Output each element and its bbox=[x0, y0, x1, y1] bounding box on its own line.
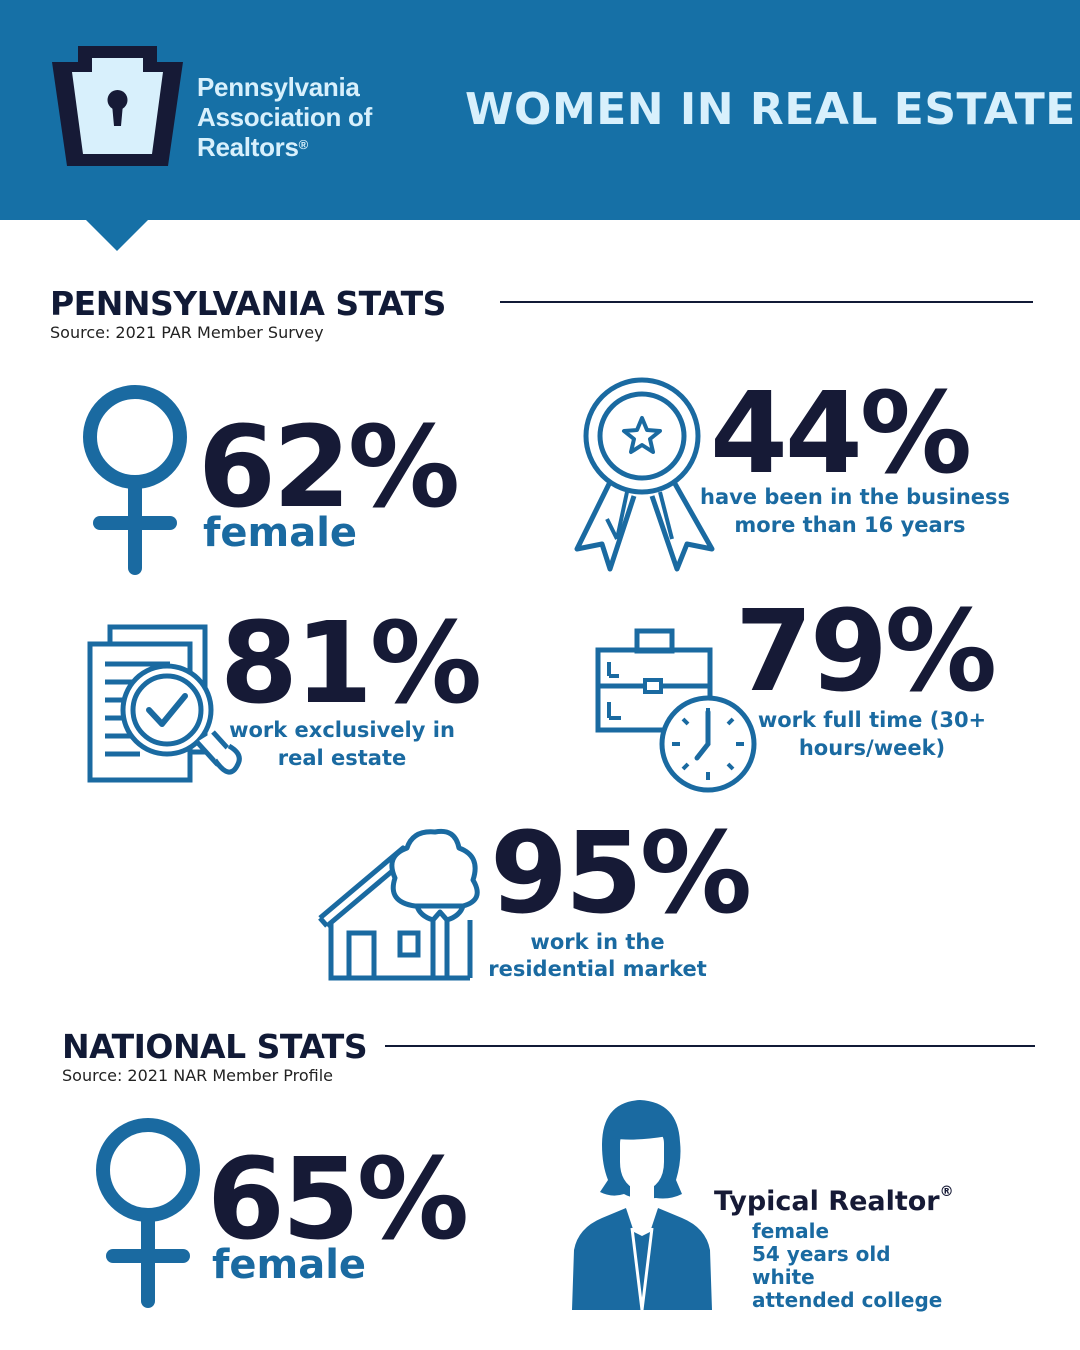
header-banner bbox=[0, 0, 1080, 220]
stat-81-caption-line-1: work exclusively in bbox=[229, 718, 455, 742]
stat-62-value: 62% bbox=[198, 403, 460, 533]
woman-avatar-icon bbox=[572, 1100, 712, 1311]
national-section-rule bbox=[385, 1045, 1035, 1047]
typical-detail-1: female bbox=[752, 1219, 830, 1243]
header-pointer bbox=[85, 219, 149, 251]
stat-44-caption-line-1: have been in the business bbox=[700, 485, 1011, 509]
typical-realtor-label: Typical Realtor bbox=[714, 1186, 940, 1217]
typical-detail-2: 54 years old bbox=[752, 1242, 891, 1266]
briefcase-clock-icon bbox=[595, 628, 757, 793]
document-search-icon bbox=[87, 624, 242, 783]
stat-44-caption-line-2: more than 16 years bbox=[734, 513, 966, 537]
pa-section-source: Source: 2021 PAR Member Survey bbox=[50, 323, 324, 342]
national-section-source: Source: 2021 NAR Member Profile bbox=[62, 1066, 333, 1085]
logo-wordmark: Pennsylvania Association of Realtors® bbox=[197, 72, 372, 162]
logo-line-1: Pennsylvania bbox=[197, 72, 360, 102]
stat-44-caption: have been in the business more than 16 y… bbox=[700, 483, 1011, 539]
stat-79-caption: work full time (30+ hours/week) bbox=[752, 706, 992, 762]
stat-95-caption-line-1: work in the bbox=[530, 930, 665, 954]
national-section-title: NATIONAL STATS bbox=[62, 1027, 368, 1066]
logo-line-2: Association of bbox=[197, 102, 372, 132]
typical-realtor-details: female 54 years old white attended colle… bbox=[752, 1220, 942, 1312]
female-symbol-icon bbox=[83, 385, 187, 575]
pa-section-title: PENNSYLVANIA STATS bbox=[50, 284, 446, 323]
award-ribbon-icon bbox=[574, 377, 715, 572]
pa-section-rule bbox=[500, 301, 1033, 303]
stat-65-caption: female bbox=[212, 1242, 367, 1288]
typical-detail-4: attended college bbox=[752, 1288, 943, 1312]
typical-detail-3: white bbox=[752, 1265, 815, 1289]
typical-realtor-registered-mark: ® bbox=[939, 1184, 954, 1200]
stat-95-value: 95% bbox=[490, 809, 752, 939]
house-tree-icon bbox=[318, 828, 480, 981]
female-symbol-icon bbox=[96, 1118, 200, 1308]
stat-79-caption-line-2: hours/week) bbox=[798, 736, 946, 760]
stat-65-value: 65% bbox=[207, 1135, 469, 1265]
stat-62-caption: female bbox=[203, 510, 358, 556]
stat-79-value: 79% bbox=[735, 587, 997, 717]
keystone-logo-icon bbox=[52, 46, 183, 166]
stat-79-caption-line-1: work full time (30+ bbox=[757, 708, 987, 732]
stat-95-caption: work in the residential market bbox=[470, 929, 725, 983]
typical-realtor-title: Typical Realtor® bbox=[714, 1184, 954, 1217]
stat-44-value: 44% bbox=[710, 369, 972, 499]
stat-81-caption: work exclusively in real estate bbox=[222, 716, 462, 772]
stat-81-value: 81% bbox=[220, 599, 482, 729]
stat-81-caption-line-2: real estate bbox=[277, 746, 407, 770]
stat-95-caption-line-2: residential market bbox=[488, 957, 707, 981]
logo-registered-mark: ® bbox=[298, 137, 309, 152]
page-title: WOMEN IN REAL ESTATE bbox=[465, 84, 1076, 135]
logo-line-3: Realtors bbox=[197, 132, 299, 162]
